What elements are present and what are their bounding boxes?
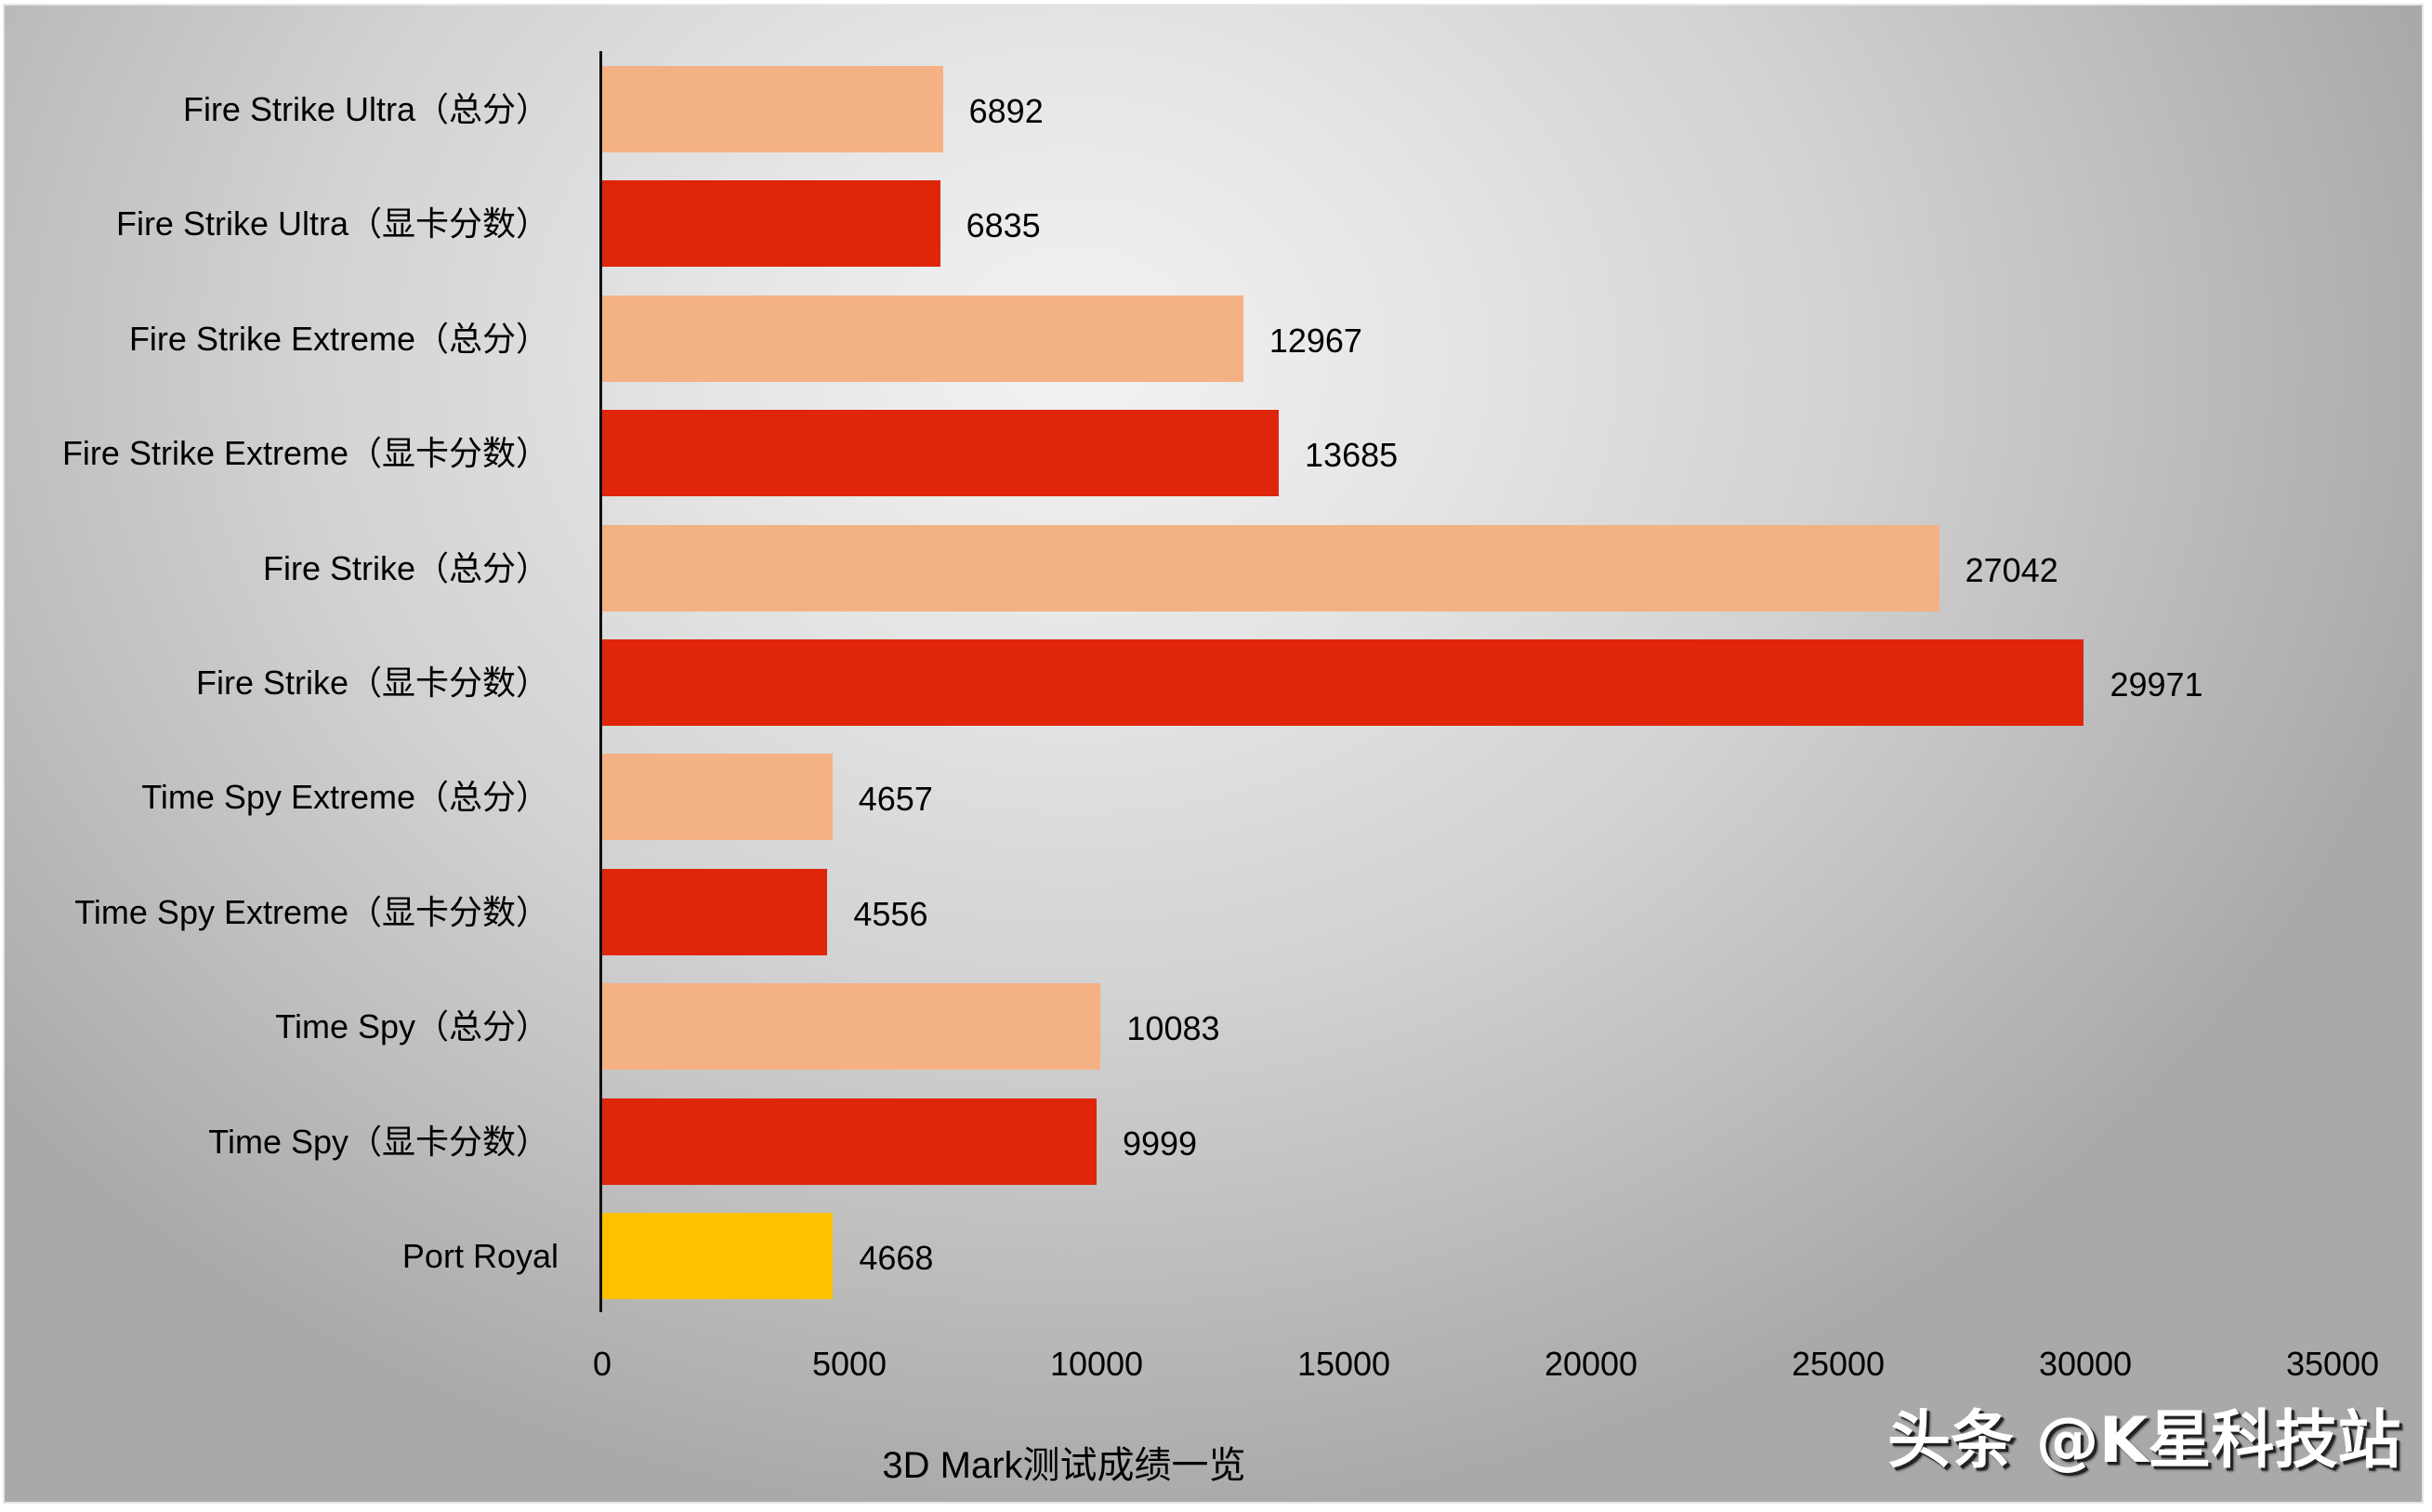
- category-label: Fire Strike Ultra（总分）: [182, 90, 549, 128]
- bar: [602, 1213, 834, 1299]
- bar: [602, 868, 828, 955]
- x-tick-label: 25000: [1791, 1345, 1886, 1383]
- x-tick-label: 5000: [811, 1345, 887, 1383]
- bar: [602, 180, 940, 268]
- bar: [602, 983, 1101, 1071]
- category-label: Fire Strike（显卡分数）: [195, 664, 549, 702]
- x-tick-label: 0: [592, 1345, 612, 1383]
- bar: [602, 66, 943, 152]
- data-label: 10083: [1126, 1009, 1220, 1048]
- x-tick-label: 30000: [2038, 1345, 2133, 1383]
- data-label: 6835: [966, 206, 1041, 245]
- category-label: Fire Strike Ultra（显卡分数）: [115, 204, 549, 243]
- data-label: 13685: [1305, 436, 1399, 475]
- category-label: Fire Strike（总分）: [262, 548, 549, 587]
- data-label: 12967: [1269, 321, 1362, 360]
- category-label: Fire Strike Extreme（总分）: [128, 319, 549, 358]
- data-label: 4556: [853, 894, 928, 933]
- data-label: 9999: [1122, 1124, 1198, 1163]
- chart-panel: Fire Strike Ultra（总分） 6892 Fire Strike Ult…: [3, 4, 2424, 1504]
- watermark: 头条 @K星科技站: [1887, 1404, 2401, 1478]
- bar: [602, 754, 833, 841]
- bar: [602, 295, 1243, 382]
- data-label: 6892: [968, 92, 1044, 130]
- x-axis-title: 3D Mark测试成绩一览: [882, 1445, 1246, 1486]
- x-tick-label: 15000: [1296, 1345, 1391, 1383]
- category-label: Time Spy Extreme（总分）: [141, 778, 549, 817]
- x-tick-label: 20000: [1544, 1345, 1638, 1383]
- category-label: Time Spy（总分）: [275, 1007, 549, 1046]
- data-label: 27042: [1965, 550, 2058, 589]
- bar: [602, 524, 1939, 611]
- bar: [602, 410, 1280, 497]
- data-label: 4657: [858, 780, 933, 819]
- x-tick-label: 35000: [2285, 1345, 2380, 1383]
- category-label: Port Royal: [401, 1237, 559, 1275]
- data-label: 29971: [2110, 665, 2203, 703]
- category-label: Time Spy（显卡分数）: [208, 1122, 549, 1161]
- category-label: Fire Strike Extreme（显卡分数）: [61, 434, 549, 473]
- bar: [602, 1098, 1097, 1185]
- data-label: 4668: [859, 1239, 934, 1277]
- bar: [602, 639, 2084, 726]
- x-tick-label: 10000: [1049, 1345, 1144, 1383]
- category-label: Time Spy Extreme（显卡分数）: [74, 892, 549, 931]
- y-axis-line: [599, 51, 602, 1312]
